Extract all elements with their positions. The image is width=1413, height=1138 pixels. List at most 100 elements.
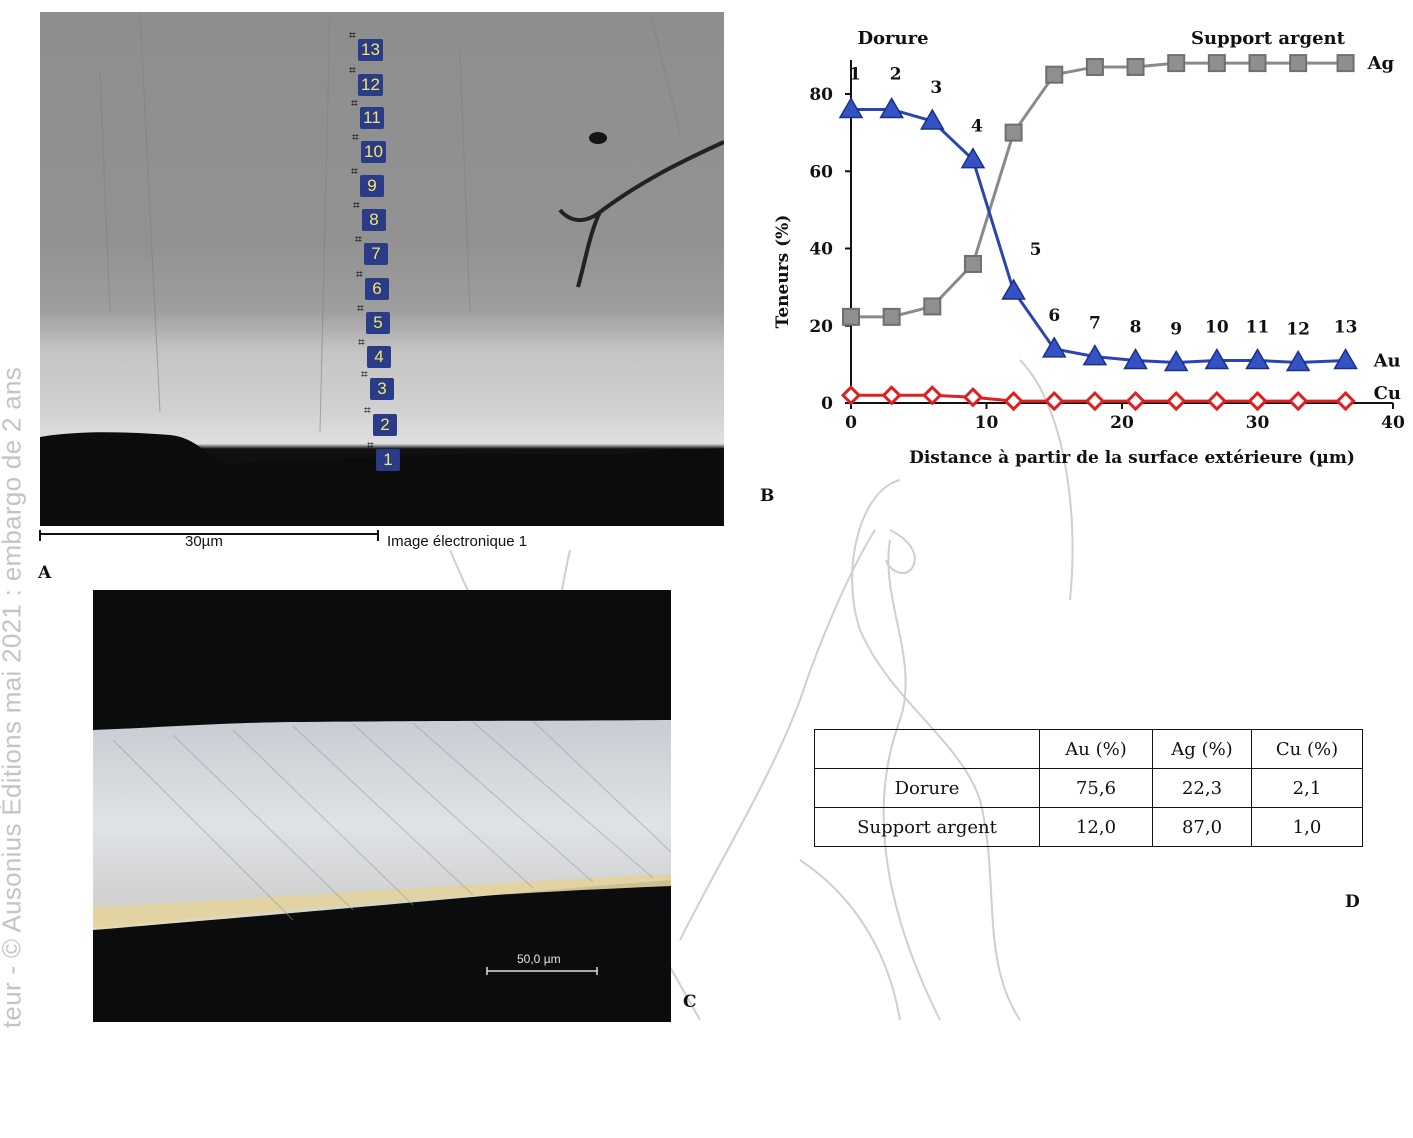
crosshair-icon: ⌗ bbox=[358, 335, 365, 349]
point-label-4: 4 bbox=[971, 117, 983, 137]
sem-micrograph: ⌗ 1 ⌗ 2 ⌗ 3 ⌗ 4 ⌗ 5 ⌗ 6 ⌗ 7 ⌗ 8 ⌗ 9 ⌗ 10 ⌗ 11 ⌗ 12 ⌗ 13 bbox=[40, 12, 724, 526]
chart-axes bbox=[845, 60, 1394, 409]
ag-point bbox=[1207, 54, 1226, 73]
table-header-cell bbox=[814, 729, 1040, 769]
point-marker-12: 12 bbox=[358, 74, 383, 96]
composition-table: Au (%) Ag (%) Cu (%) Dorure 75,6 22,3 2,… bbox=[814, 729, 1363, 847]
crosshair-icon: ⌗ bbox=[361, 367, 368, 381]
panel-label-c: C bbox=[683, 992, 697, 1012]
point-label-10: 10 bbox=[1205, 318, 1229, 338]
cu-point bbox=[1206, 390, 1227, 412]
ag-point bbox=[1126, 57, 1145, 76]
table-row: Support argent 12,0 87,0 1,0 bbox=[814, 807, 1363, 847]
cu-point bbox=[1166, 390, 1187, 412]
table-cell: 1,0 bbox=[1251, 807, 1363, 847]
table-cell: 75,6 bbox=[1039, 768, 1153, 808]
sem-features bbox=[40, 12, 724, 526]
x-tick-label: 30 bbox=[1246, 413, 1270, 433]
crosshair-icon: ⌗ bbox=[352, 130, 359, 144]
au-point bbox=[1082, 344, 1108, 366]
sem-caption: Image électronique 1 bbox=[387, 533, 528, 550]
point-label-9: 9 bbox=[1170, 319, 1182, 339]
scale-bar-c bbox=[486, 967, 598, 975]
series-name-ag: Ag bbox=[1367, 53, 1395, 74]
crosshair-icon: ⌗ bbox=[355, 232, 362, 246]
crosshair-icon: ⌗ bbox=[351, 96, 358, 110]
point-marker-1: 1 bbox=[376, 449, 400, 471]
point-marker-6: 6 bbox=[365, 278, 389, 300]
cu-point bbox=[962, 387, 984, 408]
y-tick-label: 80 bbox=[809, 85, 833, 105]
panel-label-d: D bbox=[1345, 892, 1360, 912]
point-marker-3: 3 bbox=[370, 378, 394, 400]
au-point bbox=[919, 108, 945, 130]
x-tick-label: 10 bbox=[975, 413, 999, 433]
crosshair-icon: ⌗ bbox=[349, 28, 356, 42]
series-line-ag bbox=[851, 61, 1346, 319]
ag-point bbox=[963, 254, 982, 273]
cu-point bbox=[1335, 390, 1356, 412]
scale-bar-a bbox=[39, 530, 379, 541]
y-tick-label: 40 bbox=[809, 240, 833, 260]
table-row: Dorure 75,6 22,3 2,1 bbox=[814, 768, 1363, 808]
optical-features bbox=[93, 720, 671, 930]
table-header-row: Au (%) Ag (%) Cu (%) bbox=[814, 729, 1363, 769]
table-row-label: Dorure bbox=[814, 768, 1040, 808]
point-label-12: 12 bbox=[1286, 319, 1310, 339]
series-name-au: Au bbox=[1373, 351, 1401, 372]
ag-point bbox=[1289, 54, 1308, 73]
point-label-7: 7 bbox=[1089, 314, 1101, 334]
panel-label-b: B bbox=[760, 486, 775, 506]
crosshair-icon: ⌗ bbox=[357, 301, 364, 315]
y-tick-label: 0 bbox=[821, 394, 833, 414]
table-cell: 87,0 bbox=[1152, 807, 1252, 847]
point-marker-8: 8 bbox=[362, 209, 386, 231]
cu-point bbox=[1125, 390, 1146, 412]
au-point bbox=[879, 96, 904, 119]
cu-point bbox=[1247, 390, 1268, 412]
y-tick-label: 60 bbox=[809, 162, 833, 182]
y-axis-label: Teneurs (%) bbox=[773, 215, 793, 329]
point-marker-4: 4 bbox=[367, 346, 391, 368]
ag-point bbox=[1336, 54, 1355, 73]
point-marker-2: 2 bbox=[373, 414, 397, 436]
ag-point bbox=[882, 307, 901, 326]
ag-point bbox=[1045, 65, 1064, 84]
y-tick-label: 20 bbox=[809, 317, 833, 337]
x-tick-label: 20 bbox=[1110, 413, 1134, 433]
scale-bar-a-label: 30µm bbox=[185, 533, 223, 550]
point-marker-9: 9 bbox=[360, 175, 384, 197]
cu-point bbox=[1044, 390, 1065, 412]
crosshair-icon: ⌗ bbox=[351, 164, 358, 178]
cu-point bbox=[922, 385, 943, 406]
optical-micrograph: 50,0 µm bbox=[93, 590, 671, 1022]
au-point bbox=[1041, 336, 1067, 358]
point-label-13: 13 bbox=[1334, 318, 1358, 338]
ag-point bbox=[1248, 54, 1267, 73]
au-point bbox=[838, 96, 864, 119]
table-header-cell: Au (%) bbox=[1039, 729, 1153, 769]
crosshair-icon: ⌗ bbox=[349, 63, 356, 77]
point-marker-7: 7 bbox=[364, 243, 388, 265]
composition-chart: 0 10 20 30 40 0 20 40 60 80 Distance à partir de l… bbox=[773, 28, 1405, 468]
x-tick-label: 0 bbox=[845, 413, 857, 433]
x-tick-label: 40 bbox=[1381, 413, 1405, 433]
chart-text: 0 10 20 30 40 0 20 40 60 80 Distance à partir de l… bbox=[773, 28, 1405, 468]
region-label-support: Support argent bbox=[1191, 28, 1346, 49]
au-point bbox=[1285, 349, 1311, 372]
point-label-3: 3 bbox=[930, 78, 942, 98]
au-point bbox=[1204, 348, 1230, 370]
table-cell: 22,3 bbox=[1152, 768, 1252, 808]
point-label-11: 11 bbox=[1246, 318, 1270, 338]
ag-point bbox=[842, 307, 860, 326]
cu-point bbox=[1288, 390, 1309, 412]
chart-series bbox=[838, 54, 1358, 412]
au-point bbox=[960, 147, 986, 169]
cu-point bbox=[840, 385, 862, 406]
panel-label-a: A bbox=[38, 563, 52, 583]
point-label-8: 8 bbox=[1130, 318, 1142, 338]
crosshair-icon: ⌗ bbox=[367, 438, 374, 452]
point-label-6: 6 bbox=[1048, 306, 1060, 326]
point-label-1: 1 bbox=[849, 64, 861, 84]
region-label-dorure: Dorure bbox=[857, 28, 928, 49]
